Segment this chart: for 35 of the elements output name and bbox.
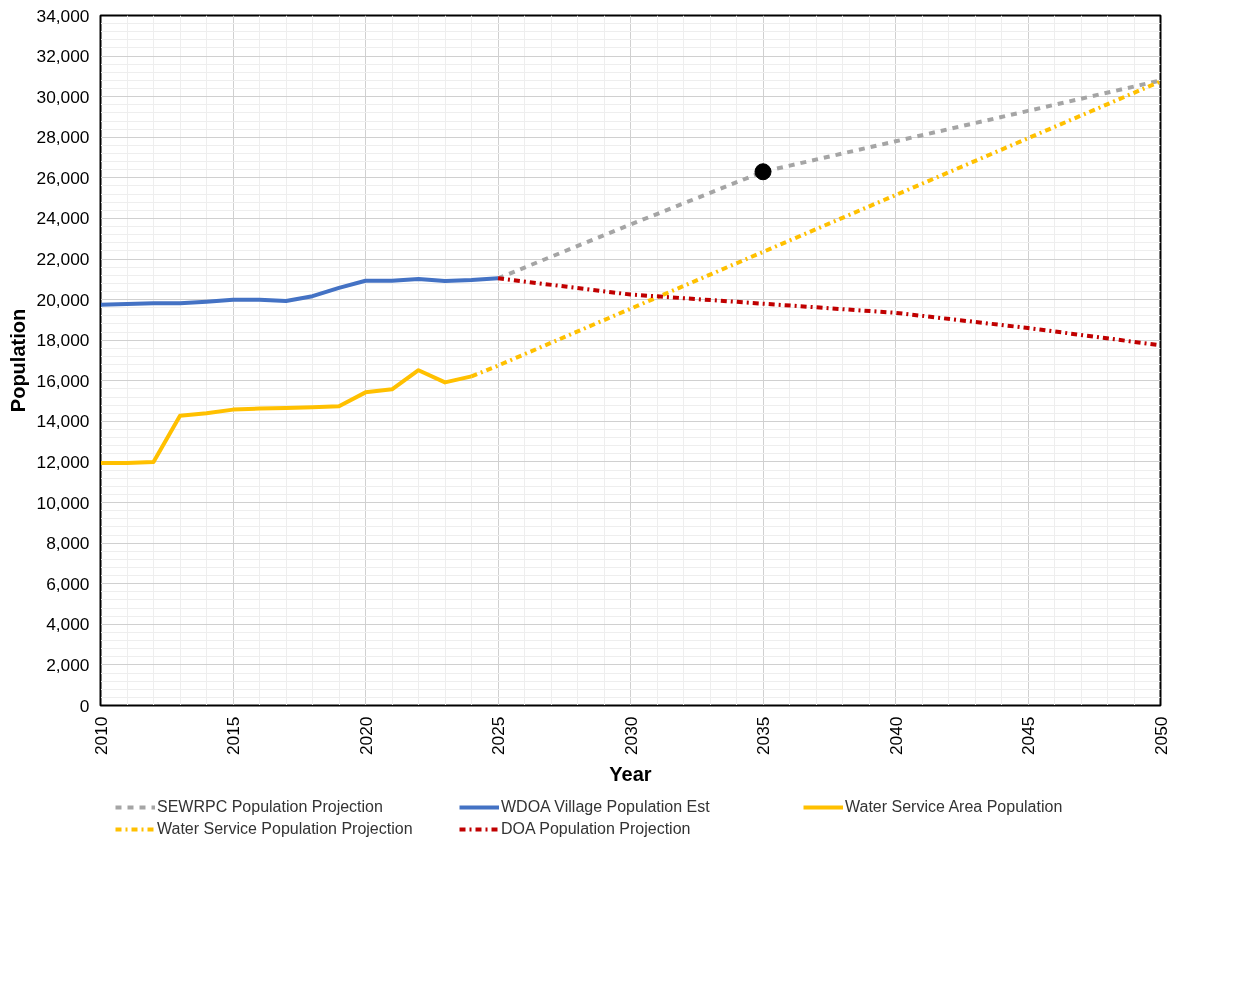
x-tick-label: 2045 [1018,716,1038,756]
y-tick-label: 10,000 [36,492,90,513]
y-tick-label: 2,000 [46,654,90,675]
x-tick-label: 2040 [885,716,906,756]
x-tick-label: 2035 [753,716,773,756]
x-axis-title: Year [609,763,652,786]
x-tick-label: 2050 [1150,716,1171,756]
x-tick-label: 2025 [488,716,508,756]
legend-label: Water Service Population Projection [157,819,414,839]
x-tick-label: 2010 [90,716,111,756]
y-tick-label: 8,000 [46,533,90,554]
line-series [100,276,500,307]
x-tick-label: 2030 [620,716,641,756]
x-tick-label: 2015 [223,716,243,756]
y-tick-label: 4,000 [46,614,90,635]
y-tick-label: 24,000 [36,208,90,229]
legend-label: SEWRPC Population Projection [157,797,384,817]
legend-label: WDOA Village Population Est [501,797,711,817]
y-tick-label: 20,000 [36,289,90,310]
y-tick-label: 16,000 [36,370,90,391]
y-tick-label: 18,000 [36,330,90,351]
y-tick-label: 28,000 [36,127,90,148]
y-tick-label: 0 [79,695,90,716]
y-tick-label: 32,000 [36,46,90,67]
y-tick-label: 30,000 [36,86,90,107]
y-axis-title: Population [6,308,29,413]
y-tick-label: 6,000 [46,573,90,594]
x-tick-label: 2020 [355,716,376,756]
y-tick-label: 14,000 [36,411,90,432]
y-tick-label: 34,000 [36,5,90,26]
legend-label: DOA Population Projection [501,819,692,839]
legend-label: Water Service Area Population [845,797,1064,817]
y-tick-label: 22,000 [36,249,90,270]
y-tick-label: 12,000 [36,451,90,472]
y-tick-label: 26,000 [36,167,90,188]
